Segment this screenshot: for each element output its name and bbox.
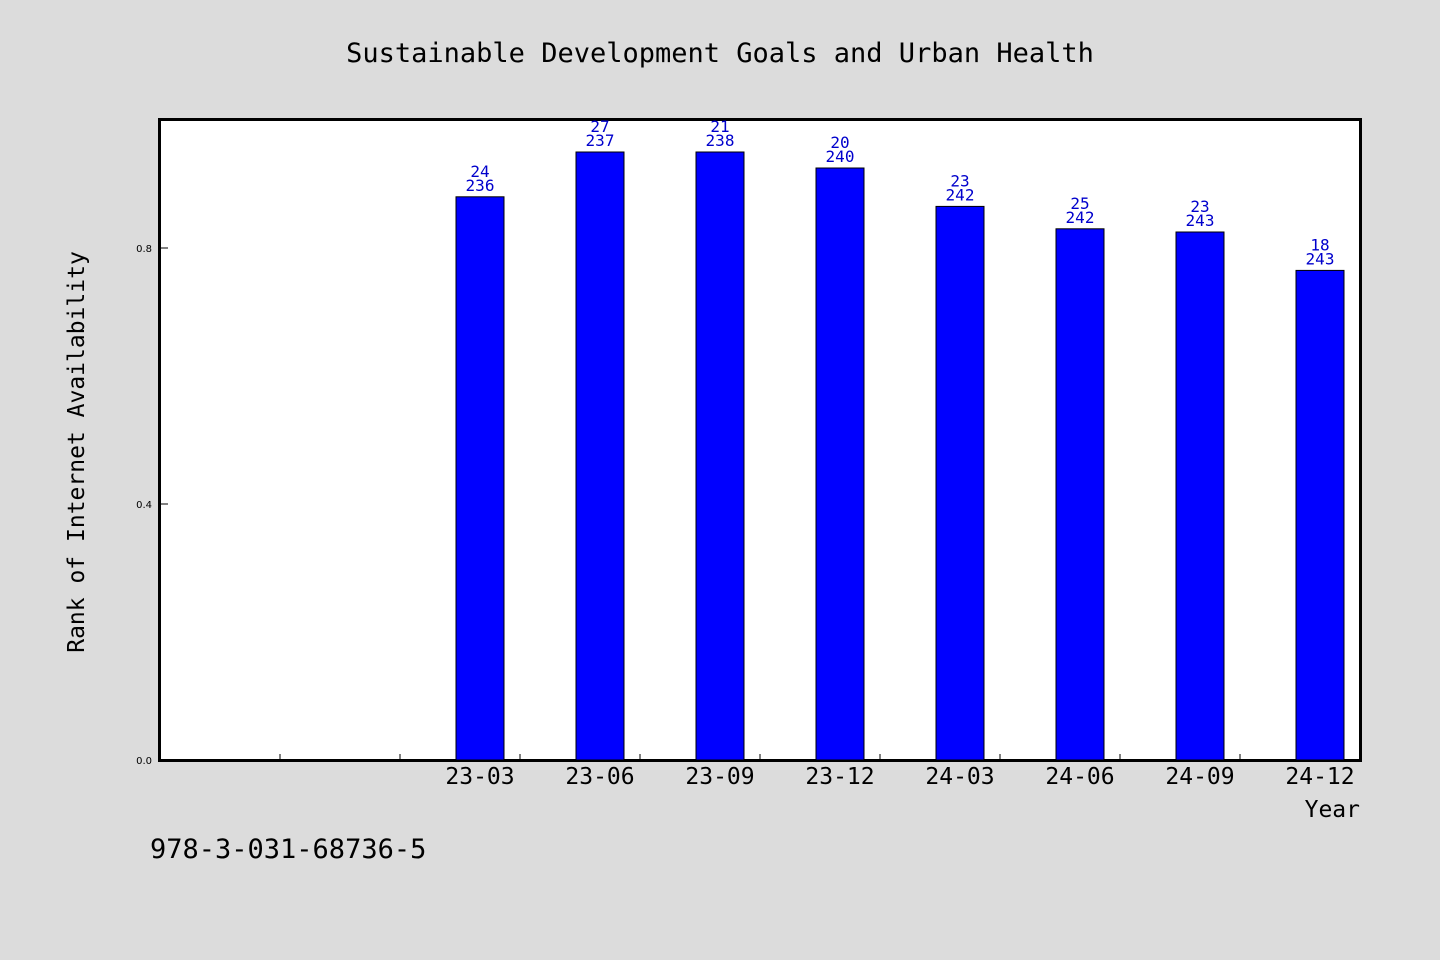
x-axis-ticks: 23-03 23-06 23-09 23-12 24-03 24-06 24-09 24-12 [279,754,1355,790]
bar-label-top: 23 [1190,197,1209,216]
x-tick-label: 23-03 [445,764,514,790]
bar-label-top: 25 [1070,194,1089,213]
bar-label-top: 21 [710,117,729,136]
x-tick-label: 24-03 [925,764,994,790]
bar [1055,228,1105,761]
bar-label-bottom: 242 [946,185,975,204]
bar [1295,269,1345,761]
x-tick-label: 24-06 [1045,764,1114,790]
bar [935,205,985,761]
bar-label-bottom: 242 [1066,208,1095,227]
bar-label-top: 18 [1310,235,1329,254]
x-tick-label: 24-09 [1165,764,1234,790]
bar [815,167,865,761]
bar-label-bottom: 238 [706,131,735,150]
x-tick-label: 23-09 [685,764,754,790]
bar-label-bottom: 236 [466,176,495,195]
bar [575,151,625,761]
x-tick-label: 24-12 [1285,764,1354,790]
chart-title: Sustainable Development Goals and Urban … [346,38,1094,69]
y-tick-label: 0.0 [136,756,152,767]
bar-label-top: 27 [590,117,609,136]
bar-label-bottom: 240 [826,147,855,166]
y-axis-label: Rank of Internet Availability [64,251,90,653]
bar-label-bottom: 237 [586,131,615,150]
y-tick-label: 0.8 [136,244,152,255]
bar [1175,231,1225,761]
x-tick-label: 23-06 [565,764,634,790]
bar-label-bottom: 243 [1186,211,1215,230]
bar [695,151,745,761]
bar-label-top: 20 [830,133,849,152]
bar [455,196,505,761]
isbn-code: 978-3-031-68736-5 [150,834,427,865]
x-axis-label: Year [1305,797,1360,823]
bar-label-top: 23 [950,171,969,190]
y-axis-ticks: 0.0 0.4 0.8 [136,244,168,767]
bar-label-top: 24 [470,162,489,181]
bar-label-bottom: 243 [1306,249,1335,268]
y-tick-label: 0.4 [136,500,152,511]
plot-area [158,118,1362,762]
bars-group [455,151,1345,761]
x-tick-label: 23-12 [805,764,874,790]
